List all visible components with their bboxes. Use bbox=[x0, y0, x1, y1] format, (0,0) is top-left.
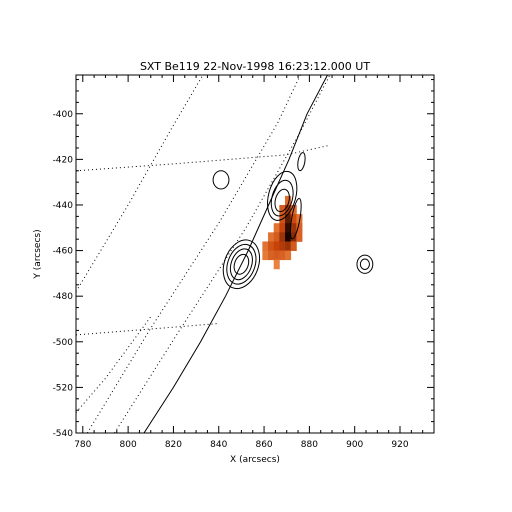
y-tick-label--500: -500 bbox=[53, 338, 74, 348]
heatmap-cell-6 bbox=[290, 214, 297, 224]
heatmap-cell-13 bbox=[268, 232, 275, 242]
grid-line-1 bbox=[76, 323, 219, 336]
heatmap-cell-29 bbox=[285, 250, 292, 261]
contour-c1b bbox=[226, 243, 257, 285]
x-tick-label-840: 840 bbox=[210, 440, 227, 450]
contour-c4b bbox=[359, 258, 370, 271]
heatmap-cell-20 bbox=[268, 241, 275, 251]
contour-c2b bbox=[270, 179, 294, 217]
y-tick-label--540: -540 bbox=[53, 429, 74, 439]
contour-c3a bbox=[212, 170, 230, 190]
heatmap-cell-9 bbox=[279, 223, 286, 233]
y-tick-label--520: -520 bbox=[53, 383, 74, 393]
contour-c1a bbox=[222, 239, 261, 290]
heatmap-cell-28 bbox=[279, 250, 286, 261]
heatmap-cell-24 bbox=[290, 241, 297, 251]
contour-layer bbox=[212, 152, 374, 290]
x-tick-label-900: 900 bbox=[346, 440, 363, 450]
grid-line-5 bbox=[76, 316, 152, 413]
heatmap-cell-25 bbox=[262, 250, 269, 261]
heatmap-cell-26 bbox=[268, 250, 275, 261]
heatmap-cell-22 bbox=[279, 241, 286, 251]
grid-line-4 bbox=[114, 75, 331, 433]
heatmap-cell-21 bbox=[273, 241, 280, 251]
x-tick-label-800: 800 bbox=[120, 440, 137, 450]
axes: 780 800 820 840 860 880 900 920 -400 -420 -440 -460… bbox=[53, 75, 435, 450]
y-axis-label: Y (arcsecs) bbox=[33, 229, 43, 279]
heatmap-cell-15 bbox=[279, 232, 286, 242]
heatmap-cell-30 bbox=[273, 259, 280, 270]
heatmap-cell-16 bbox=[285, 232, 292, 242]
limb-line bbox=[143, 75, 328, 433]
heatmap-cell-0 bbox=[285, 195, 292, 206]
heatmap-cell-17 bbox=[290, 232, 297, 242]
heatmap-cell-5 bbox=[285, 214, 292, 224]
heatmap-cell-18 bbox=[296, 232, 303, 242]
y-tick-label--420: -420 bbox=[53, 155, 74, 165]
heatmap-cell-10 bbox=[285, 223, 292, 233]
grid-line-2 bbox=[76, 75, 204, 292]
y-tick-label--440: -440 bbox=[53, 201, 74, 211]
plot-frame bbox=[75, 74, 435, 434]
contour-c5a bbox=[289, 197, 302, 240]
contour-c4a bbox=[356, 254, 374, 274]
heatmap-cell-19 bbox=[262, 241, 269, 251]
contour-c2a bbox=[267, 170, 298, 221]
x-tick-label-920: 920 bbox=[391, 440, 408, 450]
heatmap-cell-1 bbox=[279, 204, 286, 215]
heatmap-cell-11 bbox=[290, 223, 297, 233]
y-tick-label--460: -460 bbox=[53, 247, 74, 257]
x-tick-label-880: 880 bbox=[301, 440, 318, 450]
x-tick-label-780: 780 bbox=[74, 440, 91, 450]
grid-line-0 bbox=[76, 145, 328, 172]
contour-c1c bbox=[229, 248, 253, 281]
y-tick-label--480: -480 bbox=[53, 292, 74, 302]
heatmap-cell-23 bbox=[285, 241, 292, 251]
heatmap-cell-12 bbox=[296, 223, 303, 233]
contour-c2d bbox=[297, 152, 306, 172]
contour-c1d bbox=[233, 253, 250, 275]
heatmap-cell-8 bbox=[273, 223, 280, 233]
heatmap-cell-14 bbox=[273, 232, 280, 242]
x-tick-label-820: 820 bbox=[165, 440, 182, 450]
contour-c2c bbox=[274, 188, 290, 213]
x-axis-label: X (arcsecs) bbox=[230, 455, 280, 465]
heliographic-grid bbox=[76, 75, 331, 433]
solar-limb bbox=[143, 75, 328, 433]
heatmap-cell-27 bbox=[273, 250, 280, 261]
x-tick-label-860: 860 bbox=[255, 440, 272, 450]
chart-title: SXT Be119 22-Nov-1998 16:23:12.000 UT bbox=[140, 60, 370, 73]
y-tick-label--400: -400 bbox=[53, 110, 74, 120]
